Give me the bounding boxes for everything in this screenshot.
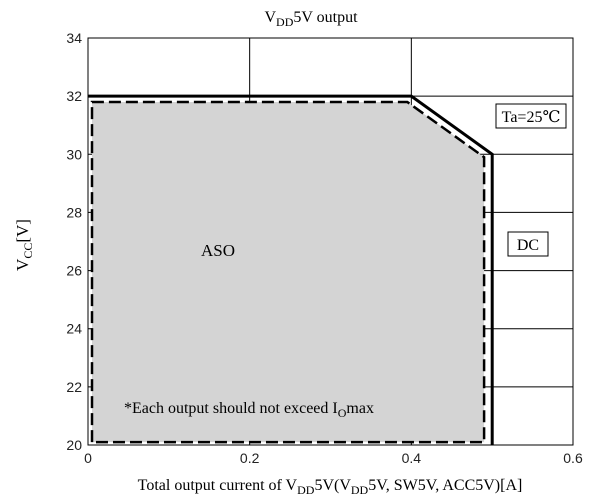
note-rest: max <box>346 400 374 417</box>
y-tick-label: 28 <box>66 204 82 220</box>
y-tick-label: 26 <box>66 263 82 279</box>
y-tick-label: 24 <box>66 321 82 337</box>
x-tick-label: 0.4 <box>402 450 422 466</box>
x-axis-label-part: 5V(V <box>314 477 351 494</box>
note-subscript: O <box>338 406 347 420</box>
y-tick-label: 20 <box>66 437 82 453</box>
condition-label: Ta=25℃ <box>495 103 567 129</box>
note-main: *Each output should not exceed I <box>124 400 338 417</box>
chart-title: VDD5V output <box>264 9 358 29</box>
y-axis-label-main: V <box>13 258 32 271</box>
y-axis-label-rest: [V] <box>13 219 32 243</box>
y-tick-labels: 20 22 24 26 28 30 32 34 <box>66 30 82 453</box>
x-axis-label-part: Total output current of V <box>138 477 298 494</box>
plot-frame <box>87 37 574 446</box>
chart-title-rest: 5V output <box>293 9 358 26</box>
aso-region-label: ASO <box>201 241 235 260</box>
dc-limit-line <box>88 94 494 445</box>
condition-text: Ta=25℃ <box>502 109 561 126</box>
y-axis-label: VCC[V] <box>13 219 35 271</box>
x-axis-label-part: 5V, SW5V, ACC5V)[A] <box>368 477 522 494</box>
x-tick-label: 0.2 <box>240 450 260 466</box>
dc-label: DC <box>507 231 549 257</box>
dc-box-border <box>507 231 549 257</box>
chart-title-main: V <box>264 9 276 26</box>
x-tick-label: 0 <box>84 450 92 466</box>
condition-box-border <box>495 103 567 129</box>
y-axis-label-subscript: CC <box>21 243 35 259</box>
x-axis-label: Total output current of VDD5V(VDD5V, SW5… <box>138 477 523 497</box>
x-axis-label-subscript: DD <box>297 483 315 497</box>
x-tick-labels: 0 0.2 0.4 0.6 <box>84 450 583 466</box>
chart-title-subscript: DD <box>276 15 294 29</box>
y-tick-label: 30 <box>66 146 82 162</box>
aso-limit-line <box>90 100 486 444</box>
y-tick-label: 34 <box>66 30 82 46</box>
x-axis-label-subscript: DD <box>351 483 369 497</box>
note-text: *Each output should not exceed IOmax <box>124 400 374 420</box>
dc-text: DC <box>517 237 539 254</box>
x-tick-label: 0.6 <box>563 450 583 466</box>
aso-region-fill <box>92 102 485 443</box>
y-tick-label: 32 <box>66 88 82 104</box>
y-tick-label: 22 <box>66 379 82 395</box>
